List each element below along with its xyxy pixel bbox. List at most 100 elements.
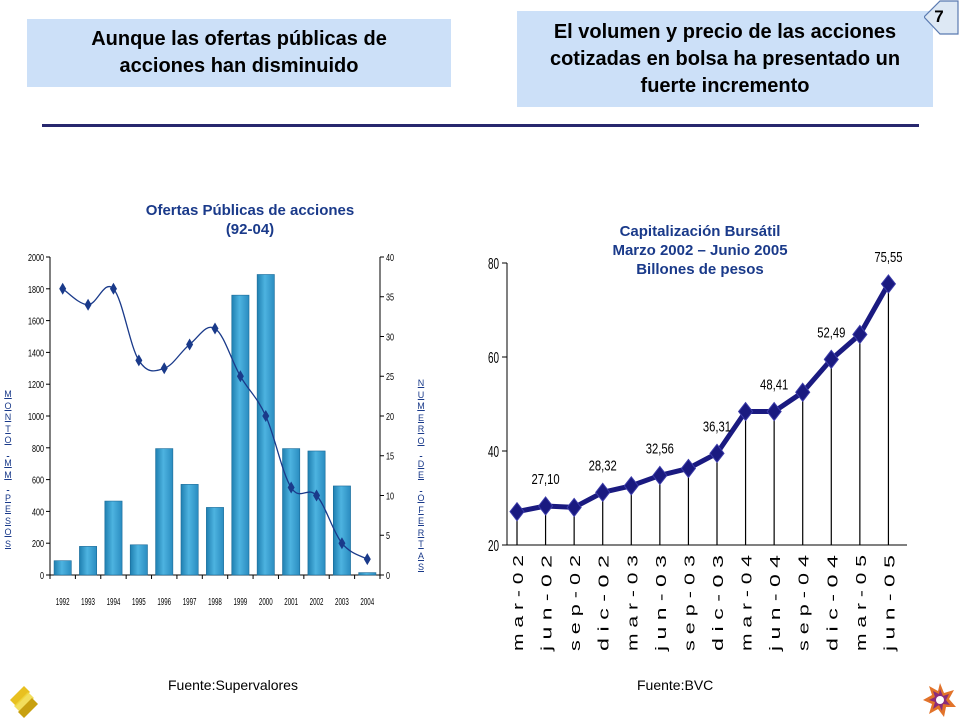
chart1-right-tick-label: 0 (386, 570, 390, 581)
chart2-data-label: 52,49 (817, 324, 845, 341)
chart1-bar (79, 546, 98, 576)
chart2-data-label: 36,31 (703, 418, 731, 435)
chart1-plot: 0 200 400 600 800 1000 1200 1400 1600 1800 2000 0 5 1… (28, 252, 394, 608)
source-left: Fuente:Supervalores (168, 677, 298, 693)
chart1-x-tick-label: 1992 (56, 595, 70, 607)
chart1-right-tick-label: 40 (386, 252, 394, 263)
chart1-left-tick-label: 1800 (28, 284, 44, 295)
chart1-x-tick-label: 1993 (81, 595, 95, 607)
chart1-left-tick-label: 1600 (28, 315, 44, 326)
chart1-right-tick-label: 20 (386, 411, 394, 422)
chart2-data-label: 28,32 (589, 457, 617, 474)
chart2-x-tick-label: j u n - 0 3 (653, 555, 670, 653)
chart1-bar (129, 544, 148, 576)
chart2-marker (852, 324, 868, 345)
chart1-line-marker (313, 489, 321, 502)
chart1-bar (358, 572, 377, 576)
chart1-bar (53, 560, 72, 576)
chart1-bar (256, 274, 275, 576)
chart2-plot: 20 40 60 80 27,10 28,32 32,56 36,31 48,41 52,49 75… (488, 248, 907, 653)
chart2-marker (709, 443, 725, 464)
chart2-x-tick-label: m a r - 0 2 (510, 555, 527, 651)
chart1-x-tick-label: 2001 (284, 595, 298, 607)
chart2-x-tick-label: s e p - 0 3 (681, 555, 698, 651)
chart1-bar (180, 484, 199, 576)
chart2-data-label: 48,41 (760, 376, 788, 393)
chart1-left-tick-label: 1000 (28, 411, 44, 422)
chart1-x-tick-label: 1997 (183, 595, 197, 607)
chart2-marker (623, 475, 639, 496)
chart1-line-marker (363, 553, 371, 566)
chart1-right-tick-label: 15 (386, 451, 394, 462)
chart1-x-tick-label: 1995 (132, 595, 146, 607)
chart1-left-tick-label: 0 (40, 570, 44, 581)
chart2-data-label: 32,56 (646, 440, 674, 457)
chart1-right-tick-label: 10 (386, 490, 394, 501)
page-badge-shape (923, 0, 959, 35)
chart1-bar (332, 485, 351, 576)
chart2-series-line (516, 282, 891, 515)
chart2-y-tick-label: 80 (488, 255, 499, 273)
chart1-left-tick-label: 600 (32, 474, 44, 485)
chart2-x-tick-label: m a r - 0 3 (624, 555, 641, 651)
chart2-marker (509, 501, 525, 522)
chart2-title-line1: Capitalización Bursátil (619, 223, 781, 240)
chart1-x-tick-label: 1996 (157, 595, 171, 607)
chart1-x-tick-label: 1998 (208, 595, 222, 607)
chart2-title: Capitalización Bursátil Marzo 2002 – Jun… (500, 222, 900, 279)
headline-right: El volumen y precio de las acciones coti… (549, 20, 901, 97)
chart1-bar (231, 294, 250, 576)
chart2-title-line2: Marzo 2002 – Junio 2005 (612, 242, 788, 259)
chart2-marker (737, 401, 754, 422)
headline-right-box: El volumen y precio de las acciones coti… (517, 11, 933, 107)
chart1-left-tick-label: 800 (32, 443, 44, 454)
chart1-title: Ofertas Públicas de acciones (92-04) (60, 201, 440, 239)
chart1-right-tick-label: 30 (386, 331, 394, 342)
chart1-line-marker (135, 354, 143, 367)
chart2-x-tick-label: m a r - 0 4 (739, 555, 756, 651)
chart1-left-tick-label: 200 (32, 538, 44, 549)
chart2-x-tick-label: j u n - 0 2 (539, 555, 556, 653)
chart1-line-marker (287, 481, 295, 494)
chart2-x-tick-label: d i c - 0 2 (596, 555, 613, 651)
chart2-x-tick-label: j u n - 0 4 (767, 555, 784, 653)
chart1-line-marker (160, 362, 168, 375)
chart2-marker (537, 496, 554, 516)
chart1-x-tick-label: 1999 (234, 595, 248, 607)
chart1-line-marker (109, 282, 117, 295)
headline-left: Aunque las ofertas públicas de acciones … (91, 28, 387, 77)
chart2-marker (595, 482, 611, 503)
chart1-title-line2: (92-04) (225, 221, 275, 238)
chart1-left-tick-label: 1200 (28, 379, 44, 390)
chart2-marker (823, 349, 839, 370)
chart1-x-tick-label: 2003 (335, 595, 349, 607)
chart2-x-tick-label: s e p - 0 4 (796, 555, 813, 651)
page-number: 7 (934, 7, 944, 26)
chart1-x-tick-label: 2002 (310, 595, 324, 607)
chart2-y-tick-label: 40 (488, 443, 499, 461)
headline-left-box: Aunque las ofertas públicas de acciones … (27, 19, 451, 87)
chart2-title-line3: Billones de pesos (636, 261, 764, 278)
brand-logo-left (10, 686, 38, 718)
chart1-bar (155, 448, 174, 576)
chart2-x-tick-label: j u n - 0 5 (881, 555, 898, 653)
chart2-y-tick-label: 60 (488, 349, 499, 367)
chart1-line-marker (236, 370, 244, 383)
chart2-marker (795, 382, 811, 403)
chart1-bar (307, 450, 326, 576)
chart1-line-marker (338, 537, 346, 550)
chart1-bar (206, 507, 224, 576)
brand-logo-right (923, 683, 956, 717)
chart1-line-marker (186, 338, 194, 351)
chart2-data-label: 75,55 (874, 248, 902, 265)
chart2-marker (566, 497, 582, 518)
chart2-marker (880, 274, 897, 294)
chart1-right-tick-label: 25 (386, 371, 394, 382)
chart2-marker (652, 465, 668, 486)
chart1-line-marker (262, 410, 270, 422)
chart1-line-marker (59, 282, 67, 295)
chart1-bar (104, 500, 123, 576)
chart2-x-tick-label: d i c - 0 3 (710, 555, 727, 651)
